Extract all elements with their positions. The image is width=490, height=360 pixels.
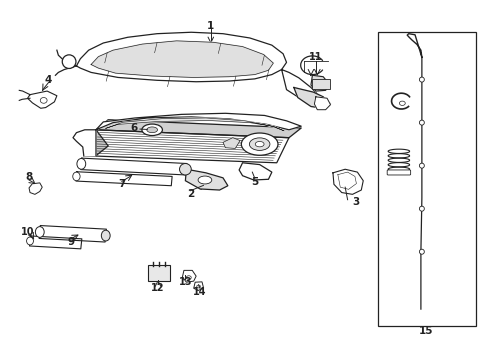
Text: 13: 13 [179, 277, 192, 287]
Ellipse shape [419, 120, 424, 125]
Polygon shape [185, 169, 228, 190]
Ellipse shape [419, 77, 424, 82]
Ellipse shape [62, 55, 76, 68]
Text: 5: 5 [251, 177, 258, 187]
Polygon shape [194, 282, 203, 291]
Polygon shape [84, 130, 289, 163]
Text: 1: 1 [207, 21, 215, 31]
Ellipse shape [399, 101, 405, 105]
Polygon shape [282, 69, 321, 101]
Polygon shape [239, 163, 272, 180]
Text: 7: 7 [118, 179, 125, 189]
Text: 6: 6 [130, 123, 137, 133]
FancyBboxPatch shape [148, 265, 170, 281]
Polygon shape [91, 41, 273, 77]
Text: 3: 3 [353, 197, 360, 207]
Polygon shape [182, 270, 196, 282]
Bar [378, 32, 476, 326]
Text: 9: 9 [68, 237, 75, 247]
Text: 12: 12 [151, 283, 165, 293]
Polygon shape [106, 118, 284, 131]
Polygon shape [294, 87, 331, 108]
Polygon shape [84, 130, 108, 156]
Text: 10: 10 [21, 227, 34, 237]
Ellipse shape [77, 158, 86, 169]
Ellipse shape [179, 163, 191, 175]
Polygon shape [39, 226, 106, 242]
Polygon shape [81, 158, 187, 175]
Ellipse shape [419, 206, 424, 211]
Ellipse shape [35, 226, 44, 237]
Polygon shape [333, 169, 363, 194]
Ellipse shape [242, 133, 278, 155]
Ellipse shape [198, 176, 212, 184]
Polygon shape [29, 183, 42, 194]
Polygon shape [223, 138, 240, 148]
Ellipse shape [40, 98, 47, 103]
Ellipse shape [73, 172, 80, 181]
Ellipse shape [142, 124, 162, 135]
Polygon shape [311, 75, 329, 91]
Ellipse shape [196, 285, 200, 288]
Ellipse shape [255, 141, 264, 147]
Ellipse shape [419, 163, 424, 168]
Ellipse shape [249, 138, 270, 150]
Polygon shape [73, 130, 96, 156]
Ellipse shape [26, 237, 33, 245]
Polygon shape [76, 32, 287, 82]
Polygon shape [96, 120, 301, 138]
Ellipse shape [147, 127, 158, 133]
Ellipse shape [101, 230, 110, 241]
Polygon shape [315, 97, 331, 110]
Text: 4: 4 [45, 75, 52, 85]
FancyBboxPatch shape [387, 170, 411, 175]
Ellipse shape [186, 276, 191, 279]
Text: 2: 2 [187, 189, 194, 199]
Text: 8: 8 [25, 172, 33, 182]
Text: 15: 15 [418, 326, 433, 336]
Polygon shape [76, 172, 172, 186]
Text: 11: 11 [309, 52, 322, 62]
Text: 14: 14 [193, 287, 207, 297]
Polygon shape [96, 113, 301, 130]
Ellipse shape [419, 249, 424, 254]
Polygon shape [29, 236, 82, 249]
FancyBboxPatch shape [312, 78, 330, 89]
Polygon shape [27, 91, 57, 108]
